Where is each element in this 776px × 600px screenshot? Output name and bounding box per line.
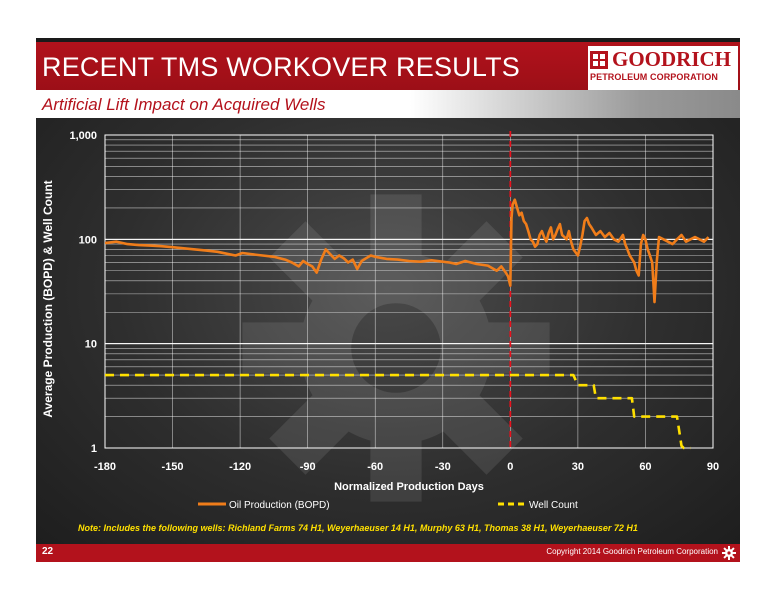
slide-subtitle: Artificial Lift Impact on Acquired Wells	[42, 95, 326, 114]
x-tick-label: -180	[94, 461, 116, 473]
legend-well-label: Well Count	[529, 500, 578, 511]
company-logo: GOODRICH PETROLEUM CORPORATION	[588, 46, 738, 90]
x-tick-label: 60	[639, 461, 651, 473]
footer-bar: 22 Copyright 2014 Goodrich Petroleum Cor…	[36, 544, 740, 562]
x-tick-label: -150	[162, 461, 184, 473]
chart-area: 1 10 100 1,000 -180 -150 -120 -90 -60 -30 0 30 60 90 …	[36, 118, 740, 544]
x-tick-label: 30	[572, 461, 584, 473]
y-tick-label: 10	[85, 339, 97, 351]
x-axis-label: Normalized Production Days	[334, 481, 484, 493]
copyright-text: Copyright 2014 Goodrich Petroleum Corpor…	[546, 547, 718, 556]
plot-frame	[104, 134, 714, 449]
well-count-line	[105, 373, 691, 450]
grid-lines	[104, 134, 714, 449]
oil-production-line	[104, 198, 710, 304]
chart-note: Note: Includes the following wells: Rich…	[78, 523, 638, 533]
y-axis-label: Average Production (BOPD) & Well Count	[41, 180, 55, 417]
logo-subtitle: PETROLEUM CORPORATION	[590, 72, 718, 82]
y-tick-label: 1	[91, 443, 97, 455]
series-layer	[104, 131, 710, 450]
gear-watermark-icon	[242, 194, 550, 502]
y-tick-label: 1,000	[69, 130, 97, 142]
title-top-stripe	[36, 38, 740, 42]
x-tick-label: -60	[367, 461, 383, 473]
y-tick-label: 100	[79, 234, 97, 246]
subtitle-fade	[410, 90, 740, 118]
goodrich-mark-icon	[590, 51, 608, 69]
axis-labels: 1 10 100 1,000 -180 -150 -120 -90 -60 -30 0 30 60 90	[69, 130, 719, 473]
legend-oil-label: Oil Production (BOPD)	[229, 500, 330, 511]
logo-name: GOODRICH	[612, 47, 732, 71]
subtitle-bar: Artificial Lift Impact on Acquired Wells	[36, 90, 740, 118]
page-number: 22	[42, 546, 54, 557]
x-tick-label: 90	[707, 461, 719, 473]
title-bar: RECENT TMS WORKOVER RESULTS GOODRICH PET…	[36, 38, 740, 90]
gear-logo-icon	[722, 546, 736, 560]
x-tick-label: -120	[229, 461, 251, 473]
slide-title: RECENT TMS WORKOVER RESULTS	[42, 52, 520, 82]
legend: Oil Production (BOPD) Well Count	[198, 500, 578, 511]
x-tick-label: 0	[507, 461, 513, 473]
x-tick-label: -90	[300, 461, 316, 473]
x-tick-label: -30	[435, 461, 451, 473]
